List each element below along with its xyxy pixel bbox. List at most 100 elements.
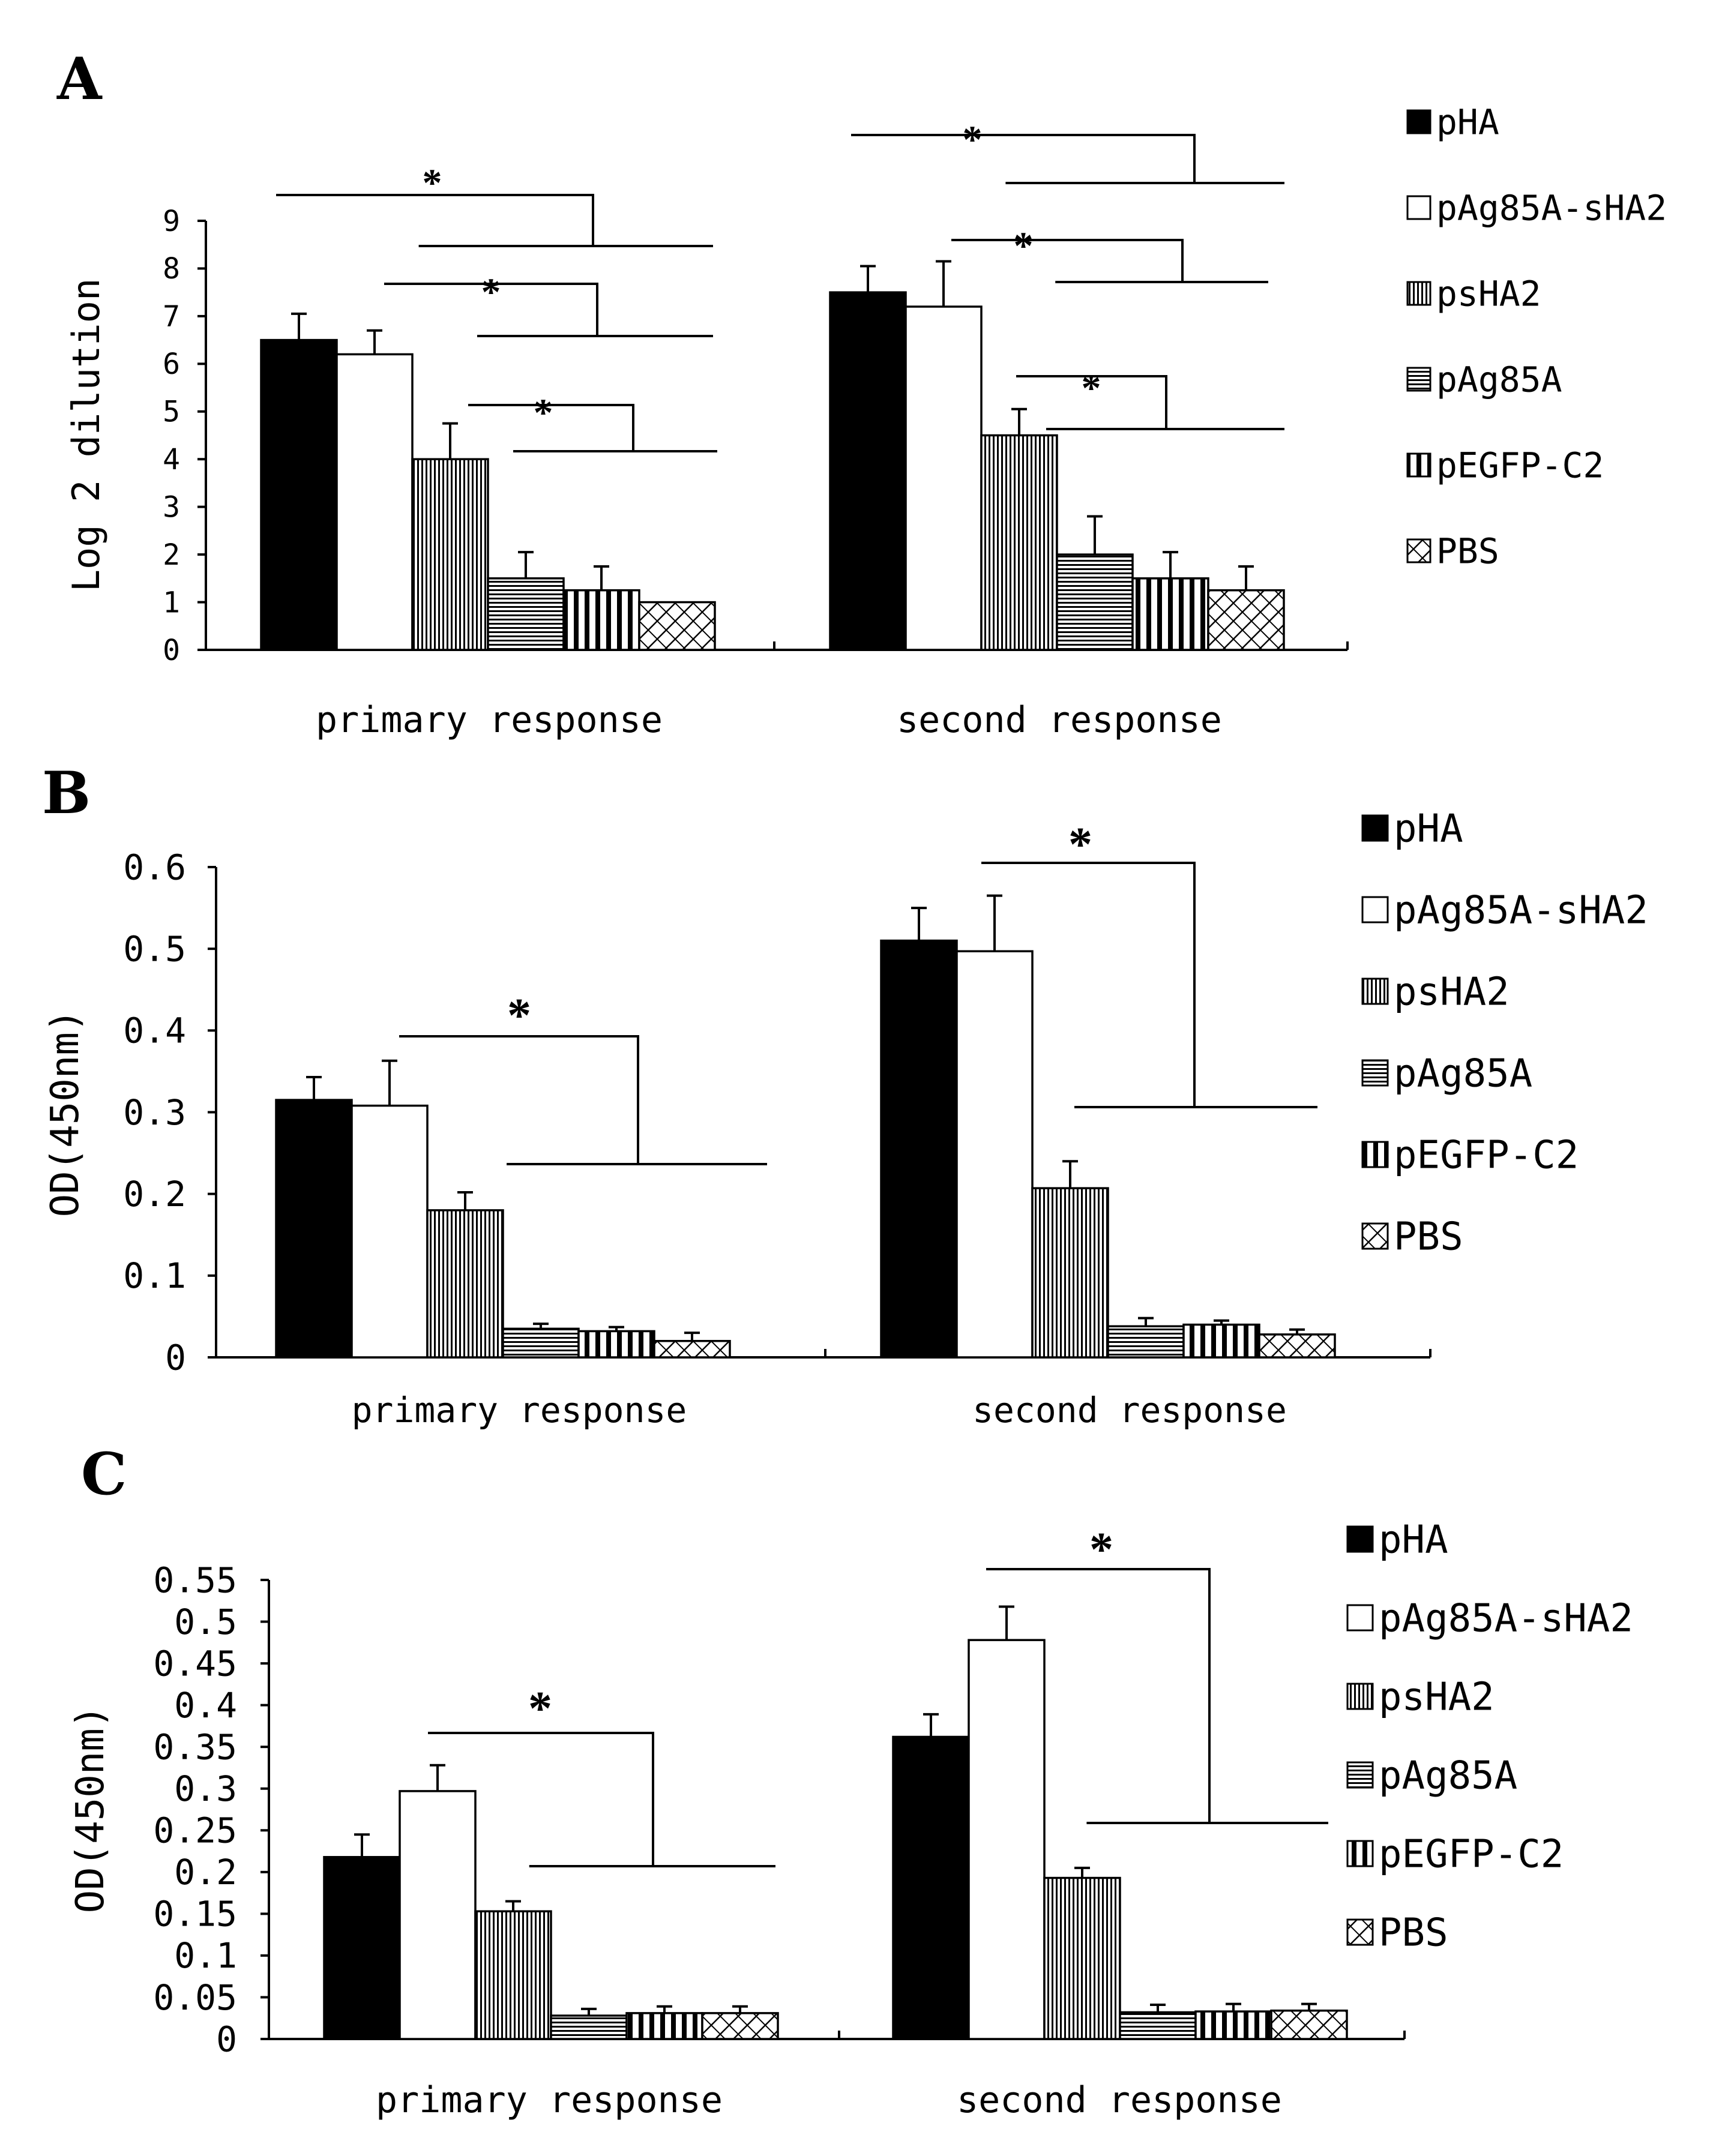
- panel-b-legend-swatch-psha2: [1361, 977, 1389, 1005]
- panel-c-y-tick-label: 0.2: [174, 1852, 237, 1893]
- panel-c-bar-pegfp-c2: [625, 2012, 703, 2040]
- panel-a-y-tick-label: 1: [163, 586, 180, 619]
- panel-a-legend-label: pAg85A: [1436, 359, 1562, 400]
- panel-b-bar-pha: [275, 1099, 353, 1359]
- panel-b-legend-label: psHA2: [1394, 970, 1510, 1014]
- panel-c-y-axis-title: OD(450nm): [68, 1705, 113, 1914]
- panel-a-bar-pag85a: [487, 577, 565, 651]
- panel-a-legend-swatch-pha: [1406, 109, 1431, 134]
- panel-a-legend-swatch-psha2: [1406, 281, 1431, 306]
- panel-c-significance-star: *: [1089, 1524, 1113, 1576]
- panel-a-significance-star: *: [481, 270, 501, 314]
- panel-a-y-axis-title: Log 2 dilution: [64, 278, 108, 592]
- panel-c-legend-label: pAg85A-sHA2: [1379, 1596, 1633, 1641]
- panel-b-significance-star: *: [1068, 818, 1092, 871]
- panel-a-significance-bracket: [468, 404, 634, 451]
- panel-b-y-tick-label: 0.2: [123, 1174, 186, 1215]
- panel-b-bar-pegfp-c2: [577, 1330, 655, 1359]
- panel-c-legend-swatch-pha: [1346, 1525, 1374, 1553]
- panel-b-legend-label: pEGFP-C2: [1394, 1133, 1579, 1177]
- panel-c-legend-swatch-pag85a-sha2: [1346, 1604, 1374, 1632]
- panel-c-legend-label: pAg85A: [1379, 1753, 1517, 1798]
- panel-c-category-label: primary response: [376, 2079, 723, 2121]
- panel-b-legend-swatch-pbs: [1361, 1222, 1389, 1250]
- panel-a-y-tick-label: 0: [163, 634, 180, 667]
- panel-c-bar-pha: [892, 1735, 970, 2040]
- panel-a-significance-star: *: [1014, 224, 1034, 268]
- panel-b-legend-label: PBS: [1394, 1215, 1463, 1259]
- panel-c-bar-pag85a-sha2: [399, 1790, 477, 2040]
- panel-a-bar-pha: [260, 338, 338, 651]
- panel-c-bar-pha: [323, 1856, 401, 2040]
- panel-a-bar-pbs: [638, 601, 716, 651]
- panel-b-y-axis-title: OD(450nm): [43, 1009, 88, 1218]
- panel-b-y-tick-label: 0.5: [123, 928, 186, 969]
- panel-c-legend-swatch-psha2: [1346, 1683, 1374, 1710]
- panel-c-legend-label: PBS: [1379, 1911, 1448, 1955]
- panel-a-y-tick-label: 4: [163, 443, 180, 476]
- panel-a-legend-swatch-pbs: [1406, 538, 1431, 563]
- panel-b-legend-label: pAg85A: [1394, 1051, 1532, 1096]
- panel-a-bar-pegfp-c2: [562, 589, 640, 651]
- panel-a-legend-label: psHA2: [1436, 273, 1541, 314]
- panel-b-legend-swatch-pegfp-c2: [1361, 1141, 1389, 1168]
- panel-b-bar-pag85a-sha2: [351, 1104, 429, 1359]
- panel-b-bar-pag85a: [502, 1327, 580, 1359]
- panel-c-y-tick-label: 0.55: [153, 1560, 237, 1600]
- panel-c-legend-swatch-pbs: [1346, 1918, 1374, 1946]
- panel-c-legend-label: psHA2: [1379, 1675, 1495, 1719]
- panel-a-significance-star: *: [963, 118, 983, 161]
- panel-c-y-tick-label: 0.5: [174, 1602, 237, 1642]
- panel-b-letter: B: [42, 759, 91, 827]
- panel-a-significance-star: *: [423, 161, 442, 205]
- panel-c-y-tick-label: 0.1: [174, 1935, 237, 1976]
- panel-b-bar-pbs: [1258, 1333, 1336, 1359]
- panel-c-y-tick-label: 0.05: [153, 1977, 237, 2018]
- panel-a-legend-swatch-pag85a: [1406, 367, 1431, 392]
- panel-a-legend-label: pAg85A-sHA2: [1436, 187, 1667, 228]
- panel-a-y-tick-label: 7: [163, 300, 180, 334]
- panel-b-bar-pha: [880, 939, 958, 1359]
- panel-c-bar-pag85a-sha2: [968, 1639, 1046, 2040]
- panel-b-significance-bracket: [399, 1035, 639, 1164]
- panel-c-y-tick-label: 0.35: [153, 1726, 237, 1767]
- panel-c-significance-star: *: [528, 1683, 552, 1735]
- panel-a-significance-star: *: [1082, 366, 1101, 410]
- panel-a-bar-pegfp-c2: [1131, 577, 1209, 651]
- panel-c-bar-pag85a: [550, 2014, 628, 2040]
- panel-c-y-tick-label: 0.3: [174, 1768, 237, 1809]
- panel-c-bar-pag85a: [1119, 2011, 1197, 2040]
- panel-b-significance-star: *: [507, 989, 531, 1042]
- panel-a-y-tick-label: 5: [163, 395, 180, 429]
- panel-b-legend-label: pHA: [1394, 806, 1463, 851]
- panel-a-bar-pag85a: [1056, 553, 1134, 651]
- panel-b-category-label: primary response: [352, 1390, 687, 1431]
- panel-b-legend-label: pAg85A-sHA2: [1394, 888, 1648, 932]
- panel-c-category-label: second response: [957, 2079, 1282, 2121]
- panel-c-legend-label: pEGFP-C2: [1379, 1832, 1564, 1876]
- panel-c-y-tick-label: 0.15: [153, 1894, 237, 1935]
- panel-a-bar-psha2: [411, 458, 489, 651]
- panel-c-y-tick-label: 0.25: [153, 1810, 237, 1851]
- panel-a-letter: A: [56, 45, 103, 113]
- panel-a-category-label: second response: [897, 699, 1222, 741]
- panel-b-bar-pegfp-c2: [1182, 1323, 1260, 1359]
- panel-a-y-tick-label: 6: [163, 347, 180, 381]
- panel-c-bar-pbs: [701, 2012, 779, 2040]
- panel-a-legend-label: pHA: [1436, 101, 1499, 142]
- panel-a-bar-pag85a-sha2: [905, 305, 983, 651]
- panel-c-y-tick-label: 0.45: [153, 1643, 237, 1684]
- panel-a-significance-star: *: [534, 391, 553, 434]
- panel-b-legend-swatch-pha: [1361, 814, 1389, 842]
- panel-a-y-tick-label: 8: [163, 252, 180, 286]
- panel-a-legend-swatch-pag85a-sha2: [1406, 195, 1431, 220]
- panel-c-bar-psha2: [474, 1910, 552, 2040]
- panel-c-legend-swatch-pag85a: [1346, 1761, 1374, 1789]
- panel-b-category-label: second response: [972, 1390, 1287, 1431]
- panel-c-significance-bracket: [986, 1568, 1211, 1823]
- panel-a-bar-pbs: [1207, 589, 1285, 651]
- panel-b-y-tick-label: 0.4: [123, 1010, 186, 1051]
- panel-a-legend-swatch-pegfp-c2: [1406, 452, 1431, 478]
- panel-a-significance-bracket: [951, 239, 1184, 282]
